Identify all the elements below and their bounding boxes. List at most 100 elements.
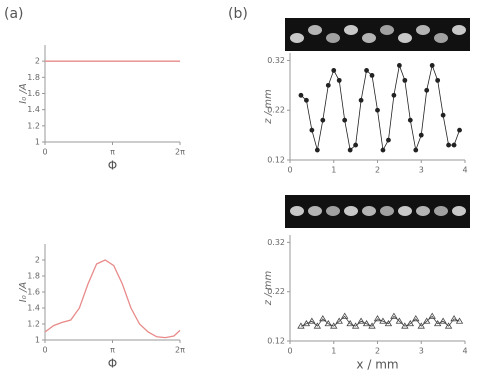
x-tick-label: 2 [375,166,380,175]
data-point [368,322,376,329]
data-point [331,68,337,73]
data-point [302,319,311,327]
data-point [423,317,431,324]
x-tick-label: 0 [287,166,292,175]
x-axis-label: Φ [108,159,117,173]
data-point [309,127,315,133]
data-point [406,319,415,327]
data-point [402,77,408,83]
particle [326,206,340,216]
data-point [325,82,331,88]
particle [308,206,322,216]
particle [416,206,430,216]
particle [398,33,412,43]
particle [380,206,394,216]
y-axis-label: z / mm [263,271,274,307]
data-point [450,315,458,322]
y-tick-label: 1.2 [27,121,40,130]
particle [290,33,304,43]
data-point [395,317,404,324]
data-point [336,77,342,83]
data-line [300,315,460,327]
data-point [424,87,430,93]
x-tick-label: 4 [462,347,467,356]
data-point [358,97,364,103]
data-point [375,107,380,113]
data-point [384,319,393,327]
data-point [428,312,436,319]
data-point [373,315,382,322]
data-point [369,72,375,78]
data-point [396,63,402,68]
data-point [457,127,462,133]
x-tick-label: 0 [42,346,47,355]
data-point [357,317,365,324]
data-point [351,322,360,329]
x-tick-label: 2π [175,346,185,355]
data-point [380,147,386,153]
particle [344,25,358,35]
x-tick-label: 4 [462,166,467,175]
data-point [435,77,441,83]
particle [434,33,448,43]
x-tick-label: 0 [42,148,47,157]
data-point [297,322,305,329]
data-point [346,319,354,327]
data-point [418,132,424,138]
y-tick-label: 1.4 [27,304,40,313]
data-point [319,315,327,322]
particle [308,25,322,35]
particle [398,206,412,216]
data-point [444,322,453,329]
y-tick-label: 1.4 [27,105,40,114]
x-axis-label: Φ [108,357,117,371]
data-point [391,92,397,98]
x-tick-label: 0 [287,347,292,356]
data-point [413,147,419,153]
data-point [308,317,316,324]
y-tick-label: 1.8 [27,73,40,82]
data-point [335,317,343,324]
data-line [44,259,181,339]
data-point [433,319,442,327]
data-point [451,142,457,148]
y-tick-label: 1.6 [27,89,40,98]
y-tick-label: 1 [35,336,40,345]
data-point [314,147,320,153]
data-point [390,312,398,319]
y-tick-label: 1.6 [27,288,40,297]
data-point [401,322,409,329]
data-point [324,319,332,327]
data-point [379,317,387,324]
x-tick-label: 1 [331,347,336,356]
x-tick-label: π [110,346,115,355]
particle [326,33,340,43]
data-point [407,117,413,123]
x-axis-label: x / mm [356,358,398,372]
y-tick-label: 0.22 [267,106,285,115]
data-point [298,92,304,98]
y-tick-label: 1.2 [27,320,40,329]
data-point [429,63,435,68]
y-tick-label: 2 [35,256,40,265]
data-point [353,142,359,148]
particle [452,25,466,35]
data-point [417,322,425,329]
y-axis-label: I₀ /A [18,83,29,104]
data-point [347,147,353,153]
data-point [304,97,309,103]
y-tick-label: 0.32 [267,238,285,247]
data-point [455,317,464,324]
x-tick-label: π [110,148,115,157]
x-tick-label: 2π [175,148,185,157]
x-tick-label: 1 [331,166,336,175]
data-point [412,315,420,322]
y-tick-label: 0.32 [267,56,285,65]
data-point [362,319,371,327]
y-tick-label: 1.8 [27,272,40,281]
x-tick-label: 3 [419,347,424,356]
particle [344,206,358,216]
y-tick-label: 0.12 [267,337,285,346]
data-point [364,68,369,73]
